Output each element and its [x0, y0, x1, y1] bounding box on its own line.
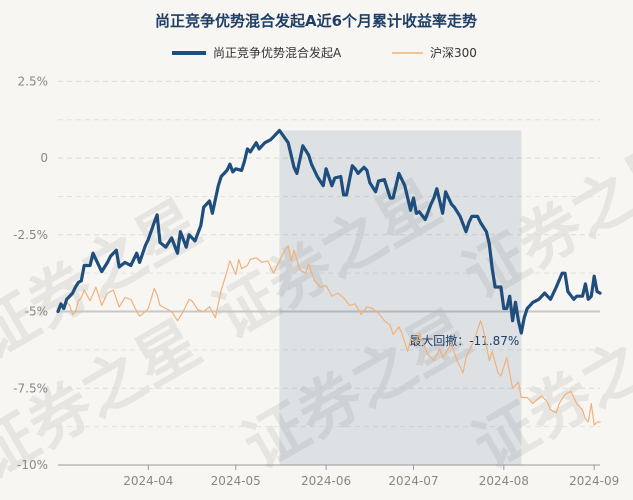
legend: 尚正竞争优势混合发起A 沪深300 [172, 45, 477, 60]
y-tick-label: -2.5% [13, 228, 48, 242]
x-tick-label: 2024-07 [388, 474, 438, 488]
max-drawdown-layer: 最大回撤：-11.87% [279, 130, 522, 465]
chart-title: 尚正竞争优势混合发起A近6个月累计收益率走势 [155, 12, 477, 30]
y-tick-label: 2.5% [18, 74, 49, 88]
y-tick-label: -10% [17, 458, 48, 472]
grid-layer: 2.5% 0 -2.5% -5% -7.5% -10% [13, 74, 600, 472]
y-tick-label: -5% [25, 305, 48, 319]
series-layer [56, 128, 602, 426]
x-tick-label: 2024-04 [123, 474, 173, 488]
x-tick-label: 2024-09 [569, 474, 619, 488]
series-line-fund [56, 128, 602, 335]
legend-label-fund: 尚正竞争优势混合发起A [213, 45, 342, 60]
y-tick-label: -7.5% [13, 381, 48, 395]
max-drawdown-region [279, 130, 522, 465]
series-line-hs300 [57, 244, 601, 426]
y-tick-label: 0 [40, 151, 48, 165]
x-tick-label: 2024-05 [211, 474, 261, 488]
legend-label-index: 沪深300 [430, 46, 477, 60]
max-drawdown-label: 最大回撤：-11.87% [409, 333, 519, 348]
axis-layer: 2024-04 2024-05 2024-06 2024-07 2024-08 2024-… [58, 464, 619, 488]
x-tick-label: 2024-06 [301, 474, 351, 488]
x-tick-label: 2024-08 [479, 474, 529, 488]
